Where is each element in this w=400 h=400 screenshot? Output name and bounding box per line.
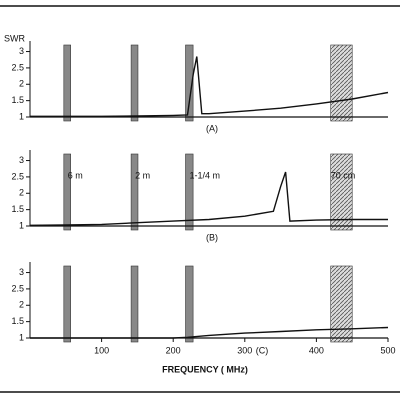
- band-label: 1-1/4 m: [190, 170, 221, 180]
- x-tick-label: 100: [94, 345, 109, 355]
- y-tick-label: 3: [19, 46, 24, 56]
- band: [330, 44, 353, 122]
- band: [130, 153, 139, 231]
- panel-label: (B): [206, 232, 218, 242]
- band: [63, 44, 71, 122]
- swr-line: [30, 326, 389, 339]
- y-tick-label: 2.5: [11, 62, 24, 72]
- x-tick-label: 400: [309, 345, 324, 355]
- x-axis-label: FREQUENCY ( MHz): [162, 364, 248, 374]
- swr-line: [30, 56, 389, 117]
- band: [330, 153, 353, 231]
- swr-line: [29, 171, 388, 226]
- band-label: 6 m: [68, 170, 83, 180]
- y-tick-label: 2.5: [11, 283, 24, 293]
- y-tick-label: 3: [19, 155, 24, 165]
- band: [130, 44, 139, 122]
- y-tick-label: 2: [19, 79, 24, 89]
- band: [185, 265, 194, 343]
- band: [130, 265, 139, 343]
- panel-label: (A): [206, 123, 218, 133]
- y-tick-label: 2: [19, 300, 24, 310]
- y-tick-label: 2: [19, 188, 24, 198]
- x-tick-label: 200: [166, 345, 181, 355]
- band: [330, 265, 353, 343]
- y-tick-label: 1.5: [11, 95, 24, 105]
- band: [63, 265, 71, 343]
- y-tick-label: 1.5: [11, 316, 24, 326]
- band-label: 70 cm: [331, 170, 356, 180]
- x-tick-label: 500: [380, 345, 395, 355]
- y-tick-label: 1.5: [11, 204, 24, 214]
- y-tick-label: 3: [19, 267, 24, 277]
- band: [185, 153, 194, 231]
- x-tick-label: 300: [237, 345, 252, 355]
- band-label: 2 m: [135, 170, 150, 180]
- band: [185, 44, 194, 122]
- y-tick-label: 1: [19, 111, 24, 121]
- y-tick-label: 2.5: [11, 171, 24, 181]
- panel-label: (C): [256, 345, 269, 355]
- y-tick-label: 1: [19, 220, 24, 230]
- y-axis-label: SWR: [4, 33, 25, 43]
- y-tick-label: 1: [19, 332, 24, 342]
- band: [63, 153, 71, 231]
